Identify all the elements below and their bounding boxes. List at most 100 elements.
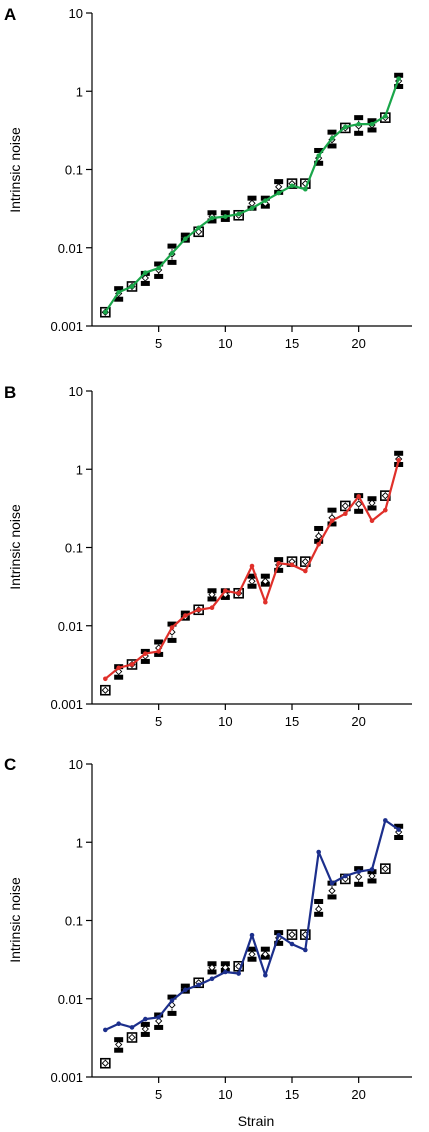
panel-c-obs-upper-12 xyxy=(260,946,270,952)
panel-b-obs-box-18 xyxy=(340,500,351,512)
panel-c-ytick-label-1: 0.01 xyxy=(58,992,83,1007)
panel-c-xtick-label-3: 20 xyxy=(351,1087,365,1102)
panel-b-obs-marker-20 xyxy=(368,499,376,507)
panel-b-series-point-18 xyxy=(343,511,348,517)
panel-b-ytick-label-3: 1 xyxy=(76,462,83,477)
panel-c-series-point-14 xyxy=(289,941,295,947)
panel-c-obs-upper-19 xyxy=(354,866,364,872)
panel-a-obs-marker-13 xyxy=(275,183,283,191)
panel-c-series-point-7 xyxy=(196,982,201,988)
panel-c-xtick-label-0: 5 xyxy=(155,1087,162,1102)
panel-a-series-point-22 xyxy=(396,76,401,81)
panel-b-series-point-6 xyxy=(183,613,188,618)
panel-c-obs-lower-4 xyxy=(154,1024,164,1030)
panel-a-series-point-8 xyxy=(209,215,215,221)
panel-c-ytick-label-2: 0.1 xyxy=(65,914,83,929)
panel-a-obs-lower-19 xyxy=(354,130,364,136)
panel-a-obs-upper-4 xyxy=(154,261,164,267)
panel-b-obs-box-2 xyxy=(126,659,138,670)
panel-c-series-point-1 xyxy=(116,1021,121,1026)
panel-a-series-point-16 xyxy=(316,153,321,159)
panel-c-obs-marker-14 xyxy=(288,930,296,939)
panel-c-series-point-10 xyxy=(236,971,241,976)
panel-a-obs-lower-4 xyxy=(154,273,164,279)
panel-b-obs-marker-19 xyxy=(355,500,363,508)
panel-a-series-point-0 xyxy=(103,309,108,315)
panel-c-obs-lower-13 xyxy=(274,940,284,946)
panel-c-obs-upper-8 xyxy=(207,961,217,967)
panel-b-series-point-2 xyxy=(129,662,135,667)
panel-a-obs-upper-20 xyxy=(367,118,377,124)
panel-b-series-point-0 xyxy=(103,676,108,682)
panel-c-series-point-17 xyxy=(329,880,335,886)
panel-b-obs-marker-18 xyxy=(341,502,349,510)
panel-a-series-point-7 xyxy=(196,225,201,231)
panel-a-obs-upper-16 xyxy=(314,147,324,153)
panel-a-obs-box-0 xyxy=(100,306,111,318)
panel-c-obs-upper-5 xyxy=(167,994,177,1000)
panel-a-series-point-12 xyxy=(263,198,268,203)
panel-b-series-point-9 xyxy=(223,588,228,594)
panel-c-obs-marker-1 xyxy=(115,1040,123,1049)
panel-b-series-point-20 xyxy=(369,518,375,524)
panel-a-obs-lower-5 xyxy=(167,259,177,265)
panel-b-obs-lower-17 xyxy=(327,521,337,527)
panel-c-series-point-22 xyxy=(396,827,401,832)
panel-b-ytick-label-2: 0.1 xyxy=(65,541,83,556)
panel-c-obs-marker-0 xyxy=(101,1059,109,1067)
panel-c-obs-upper-16 xyxy=(314,898,324,904)
panel-a-obs-upper-8 xyxy=(207,210,217,216)
panel-a-obs-lower-3 xyxy=(140,280,150,286)
panel-c-obs-upper-1 xyxy=(114,1037,124,1043)
panel-a-series-point-5 xyxy=(169,250,175,256)
panel-b-series-point-16 xyxy=(316,541,321,547)
panel-b-obs-upper-20 xyxy=(367,496,377,502)
panel-a-series-point-18 xyxy=(343,124,348,130)
panel-c-obs-marker-4 xyxy=(155,1017,163,1025)
panel-c-ytick-label-3: 1 xyxy=(76,835,83,850)
panel-b-series-point-21 xyxy=(383,507,388,513)
panel-a-obs-lower-20 xyxy=(367,127,377,133)
panel-c-series-point-15 xyxy=(303,947,308,953)
panel-c-obs-lower-5 xyxy=(167,1010,177,1016)
panel-a-xtick-label-2: 15 xyxy=(285,336,299,351)
panel-c-obs-lower-17 xyxy=(327,894,337,900)
panel-c-series-point-20 xyxy=(369,867,375,872)
panel-a-obs-upper-17 xyxy=(327,129,337,135)
panel-c-obs-lower-1 xyxy=(114,1047,124,1053)
panel-c-obs-lower-8 xyxy=(207,969,217,975)
panel-a-series-line-0 xyxy=(104,78,400,313)
panel-a-ytick-label-3: 1 xyxy=(76,84,83,99)
panel-c-obs-marker-12 xyxy=(261,950,269,958)
panel-c-obs-box-21 xyxy=(380,863,391,874)
panel-c-obs-marker-19 xyxy=(355,873,363,881)
panel-b-series-point-19 xyxy=(356,494,361,499)
panel-c-obs-box-2 xyxy=(126,1032,138,1043)
panel-a: A Intrinsic noise 0.001 0.01 0.1 1 10 5 10 15 2… xyxy=(4,5,412,351)
panel-b-obs-lower-3 xyxy=(140,658,150,664)
panel-b-obs-marker-16 xyxy=(315,532,323,540)
panel-a-series-point-13 xyxy=(276,190,281,196)
panel-a-ytick-label-1: 0.01 xyxy=(58,241,83,256)
panel-c-obs-box-0 xyxy=(100,1057,111,1069)
panel-a-obs-upper-13 xyxy=(274,179,284,185)
panel-c-obs-marker-17 xyxy=(328,887,336,895)
panel-c-ytick-label-4: 10 xyxy=(69,757,83,772)
panel-b-obs-upper-22 xyxy=(394,450,404,456)
panel-a-series-point-3 xyxy=(143,270,148,275)
panel-a-obs-upper-9 xyxy=(220,210,230,216)
panel-c-series-line-0 xyxy=(104,819,400,1031)
panel-c-obs-marker-11 xyxy=(248,950,256,958)
panel-c-obs-lower-19 xyxy=(354,881,364,887)
panel-b-obs-upper-17 xyxy=(327,507,337,513)
panel-c-y-axis-label: Intrinsic noise xyxy=(7,877,23,963)
panel-c-obs-lower-22 xyxy=(394,835,404,841)
panel-b-obs-upper-12 xyxy=(260,573,270,579)
panel-b-obs-lower-5 xyxy=(167,637,177,643)
panel-c-obs-upper-20 xyxy=(367,869,377,875)
panel-c-obs-marker-2 xyxy=(128,1033,136,1042)
panel-a-obs-upper-11 xyxy=(247,195,257,201)
panel-c-xtick-label-1: 10 xyxy=(218,1087,232,1102)
panel-b-obs-marker-21 xyxy=(381,492,389,500)
panel-c-series-point-2 xyxy=(129,1025,135,1030)
